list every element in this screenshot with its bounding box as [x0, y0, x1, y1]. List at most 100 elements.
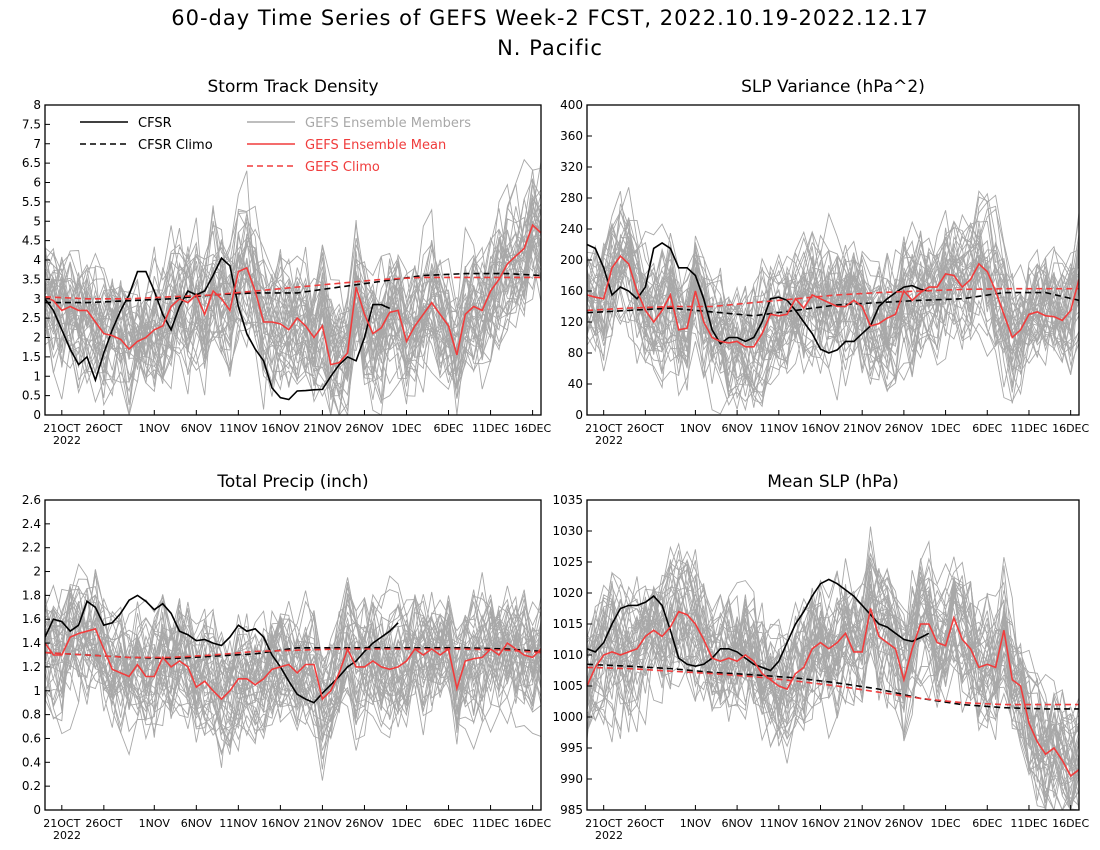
x-tick-label: 21NOV: [303, 817, 342, 830]
plot-frame: [44, 499, 542, 811]
x-tick-label: 6DEC: [972, 817, 1002, 830]
ensemble-member-line: [587, 576, 1079, 776]
y-tick-label: 985: [560, 803, 583, 817]
y-tick-label: 200: [560, 253, 583, 267]
series-cfsr-line: [587, 578, 930, 672]
series-cfsr-climo-line: [587, 663, 1079, 710]
y-tick-label: 1.8: [22, 588, 41, 602]
y-tick-label: 280: [560, 191, 583, 205]
y-tick-label: 7: [33, 137, 41, 151]
y-tick-label: 360: [560, 129, 583, 143]
ensemble-member-line: [587, 191, 1079, 401]
y-tick-label: 8: [33, 98, 41, 112]
y-tick-label: 5.5: [22, 195, 41, 209]
y-tick-label: 1030: [552, 524, 583, 538]
ensemble-member-line: [587, 558, 1079, 810]
y-tick-label: 0.2: [22, 779, 41, 793]
y-tick-label: 40: [568, 377, 583, 391]
ensemble-member-line: [45, 563, 541, 730]
series-gefs-climo-line: [45, 648, 541, 659]
legend-label-cfsr: CFSR: [138, 116, 172, 131]
ensemble-member-line: [587, 219, 1079, 410]
series-cfsr-line: [45, 594, 399, 704]
y-tick-label: 0: [33, 408, 41, 422]
y-tick-label: 995: [560, 741, 583, 755]
ensemble-member-line: [45, 169, 541, 383]
y-tick-label: 0.4: [22, 755, 41, 769]
legend-label-members: GEFS Ensemble Members: [305, 116, 471, 131]
ensemble-member-line: [587, 239, 1079, 380]
x-tick-label: 1DEC: [931, 817, 961, 830]
series-gefs-climo-line: [587, 287, 1079, 312]
y-tick-label: 2: [33, 331, 41, 345]
ensemble-member-line: [587, 200, 1079, 370]
ensemble-member-line: [587, 187, 1079, 408]
ensemble-member-line: [45, 594, 541, 721]
ensemble-member-line: [45, 241, 541, 386]
ensemble-member-line: [45, 601, 541, 754]
x-tick-label: 21OCT: [43, 422, 80, 435]
ensemble-member-line: [587, 222, 1079, 398]
x-tick-label: 11NOV: [219, 422, 258, 435]
y-tick-label: 120: [560, 315, 583, 329]
y-tick-label: 320: [560, 160, 583, 174]
x-tick-label: 1NOV: [139, 422, 171, 435]
x-tick-label: 26NOV: [345, 422, 384, 435]
y-tick-label: 990: [560, 772, 583, 786]
y-tick-label: 4: [33, 253, 41, 267]
ensemble-member-line: [45, 231, 541, 384]
y-tick-label: 1015: [552, 617, 583, 631]
ensemble-member-line: [587, 592, 1079, 797]
y-tick-label: 80: [568, 346, 583, 360]
y-tick-label: 0.6: [22, 731, 41, 745]
panel-title: SLP Variance (hPa^2): [741, 77, 925, 97]
y-tick-label: 0: [575, 408, 583, 422]
ensemble-member-line: [45, 619, 541, 736]
x-tick-label: 11DEC: [472, 817, 509, 830]
x-tick-label: 11NOV: [760, 422, 799, 435]
x-tick-label: 16NOV: [261, 817, 300, 830]
ensemble-member-line: [45, 584, 541, 741]
x-tick-label: 26OCT: [627, 422, 664, 435]
legend: CFSR CFSR Climo GEFS Ensemble Members GEFS …: [80, 116, 471, 175]
x-tick-label: 11DEC: [1010, 817, 1047, 830]
x-tick-label: 16NOV: [801, 422, 840, 435]
series-gefs-climo-line: [587, 666, 1079, 706]
panel-4: Mean SLP (hPa) 985 990 995 1000 1005 1010 1015 1…: [552, 472, 1089, 842]
ensemble-member-line: [587, 212, 1079, 375]
ensemble-member-line: [587, 559, 1079, 798]
ensemble-member-line: [45, 178, 541, 415]
x-tick-label: 1DEC: [931, 422, 961, 435]
ensemble-member-line: [587, 561, 1079, 795]
y-tick-label: 1.2: [22, 660, 41, 674]
y-tick-label: 6.5: [22, 156, 41, 170]
ensemble-members: [45, 563, 541, 781]
legend-label-ens-mean: GEFS Ensemble Mean: [305, 138, 446, 153]
x-tick-label: 21NOV: [843, 422, 882, 435]
x-tick-label: 26OCT: [627, 817, 664, 830]
series-cfsr-climo-line: [45, 272, 541, 304]
ensemble-member-line: [45, 599, 541, 748]
x-tick-label: 16NOV: [801, 817, 840, 830]
ensemble-member-line: [587, 577, 1079, 743]
y-tick-label: 2: [33, 565, 41, 579]
panel-2: SLP Variance (hPa^2) 0 40 80 120 160 200 240 280…: [560, 77, 1089, 447]
x-tick-label: 1NOV: [139, 817, 171, 830]
x-tick-label: 6DEC: [433, 817, 463, 830]
ensemble-member-line: [45, 158, 541, 399]
ensemble-member-line: [45, 203, 541, 415]
panels: Storm Track Density 0 0.5 1 1.5 2 2.5 3 3.5 4 4.5 5…: [22, 77, 1090, 842]
x-tick-label: 1DEC: [391, 817, 421, 830]
x-year-label: 2022: [595, 434, 623, 447]
y-tick-label: 1: [33, 684, 41, 698]
panel-title: Total Precip (inch): [216, 472, 368, 492]
x-tick-label: 16DEC: [1052, 422, 1089, 435]
y-tick-label: 2.2: [22, 541, 41, 555]
y-tick-label: 1.6: [22, 612, 41, 626]
ensemble-member-line: [587, 237, 1079, 391]
x-year-label: 2022: [53, 434, 81, 447]
y-tick-label: 0.8: [22, 708, 41, 722]
x-tick-label: 16DEC: [514, 422, 551, 435]
